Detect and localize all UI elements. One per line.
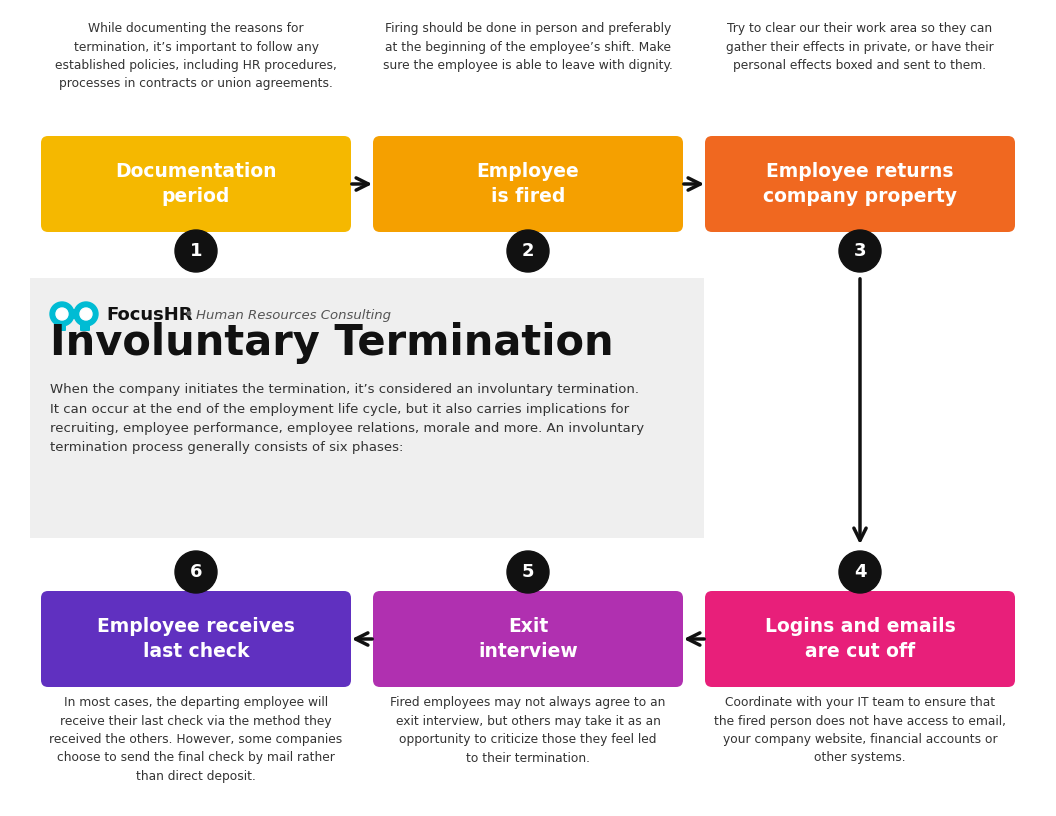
Text: 4: 4 xyxy=(853,563,866,581)
Circle shape xyxy=(74,302,98,326)
Text: Employee receives
last check: Employee receives last check xyxy=(97,617,295,662)
Text: In most cases, the departing employee will
receive their last check via the meth: In most cases, the departing employee wi… xyxy=(50,696,342,783)
FancyBboxPatch shape xyxy=(373,591,683,687)
Text: Documentation
period: Documentation period xyxy=(115,162,277,206)
FancyBboxPatch shape xyxy=(69,309,79,319)
Text: •: • xyxy=(183,306,193,324)
Text: While documenting the reasons for
termination, it’s important to follow any
esta: While documenting the reasons for termin… xyxy=(55,22,337,91)
Text: Exit
interview: Exit interview xyxy=(478,617,578,662)
FancyBboxPatch shape xyxy=(41,591,351,687)
Text: FocusHR: FocusHR xyxy=(106,306,192,324)
Circle shape xyxy=(840,230,881,272)
Text: 5: 5 xyxy=(522,563,534,581)
Circle shape xyxy=(840,551,881,593)
Text: Logins and emails
are cut off: Logins and emails are cut off xyxy=(765,617,956,662)
Text: Firing should be done in person and preferably
at the beginning of the employee’: Firing should be done in person and pref… xyxy=(383,22,673,72)
Text: Fired employees may not always agree to an
exit interview, but others may take i: Fired employees may not always agree to … xyxy=(391,696,665,765)
FancyBboxPatch shape xyxy=(80,323,90,331)
Text: When the company initiates the termination, it’s considered an involuntary termi: When the company initiates the terminati… xyxy=(50,383,644,455)
Text: 1: 1 xyxy=(190,242,203,260)
FancyBboxPatch shape xyxy=(56,323,65,331)
Text: Employee
is fired: Employee is fired xyxy=(476,162,580,206)
Circle shape xyxy=(175,551,216,593)
FancyBboxPatch shape xyxy=(30,278,704,538)
Circle shape xyxy=(175,230,216,272)
Text: 6: 6 xyxy=(190,563,203,581)
Text: Employee returns
company property: Employee returns company property xyxy=(763,162,957,206)
Text: 2: 2 xyxy=(522,242,534,260)
Text: Human Resources Consulting: Human Resources Consulting xyxy=(196,308,391,322)
FancyBboxPatch shape xyxy=(373,136,683,232)
Text: Try to clear our their work area so they can
gather their effects in private, or: Try to clear our their work area so they… xyxy=(727,22,994,72)
FancyBboxPatch shape xyxy=(705,591,1015,687)
Circle shape xyxy=(507,551,549,593)
Circle shape xyxy=(56,308,68,320)
Circle shape xyxy=(50,302,74,326)
Circle shape xyxy=(80,308,92,320)
Text: Coordinate with your IT team to ensure that
the fired person does not have acces: Coordinate with your IT team to ensure t… xyxy=(714,696,1006,765)
Circle shape xyxy=(507,230,549,272)
Text: Involuntary Termination: Involuntary Termination xyxy=(50,322,614,364)
Text: 3: 3 xyxy=(853,242,866,260)
FancyBboxPatch shape xyxy=(41,136,351,232)
FancyBboxPatch shape xyxy=(705,136,1015,232)
